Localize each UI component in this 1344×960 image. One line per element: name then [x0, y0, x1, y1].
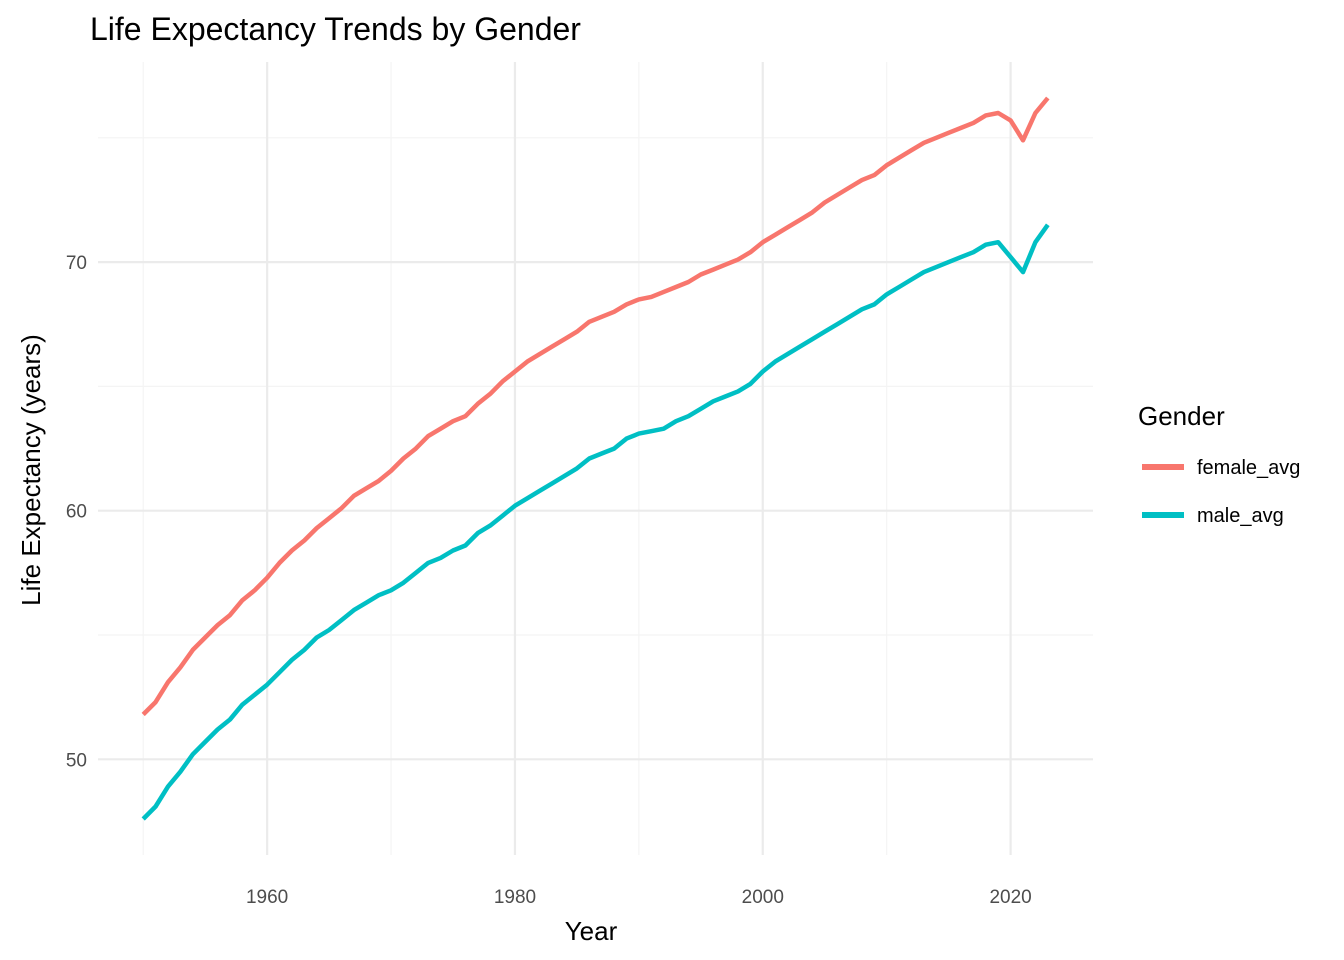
y-axis-ticks: 50 60 70	[66, 253, 87, 771]
y-axis-title: Life Expectancy (years)	[16, 334, 46, 606]
x-tick-label: 2000	[742, 887, 784, 908]
legend-items: female_avg male_avg	[1142, 457, 1300, 527]
legend-label-female-avg: female_avg	[1197, 457, 1300, 479]
series-line-male-avg	[141, 223, 1050, 821]
x-tick-label: 2020	[989, 887, 1031, 908]
minor-gridlines	[98, 62, 1093, 855]
x-axis-ticks: 1960 1980 2000 2020	[246, 887, 1032, 908]
x-tick-label: 1960	[246, 887, 288, 908]
x-axis-title: Year	[565, 916, 618, 946]
major-gridlines	[98, 62, 1093, 855]
x-tick-label: 1980	[494, 887, 536, 908]
series-line-female-avg	[141, 96, 1050, 717]
y-tick-label: 50	[66, 750, 87, 771]
y-tick-label: 70	[66, 253, 87, 274]
y-tick-label: 60	[66, 502, 87, 523]
legend-label-male-avg: male_avg	[1197, 505, 1284, 527]
legend-title: Gender	[1138, 401, 1225, 431]
chart-title: Life Expectancy Trends by Gender	[90, 11, 581, 47]
series-lines	[141, 96, 1050, 821]
legend: Gender female_avg male_avg	[1138, 401, 1300, 527]
